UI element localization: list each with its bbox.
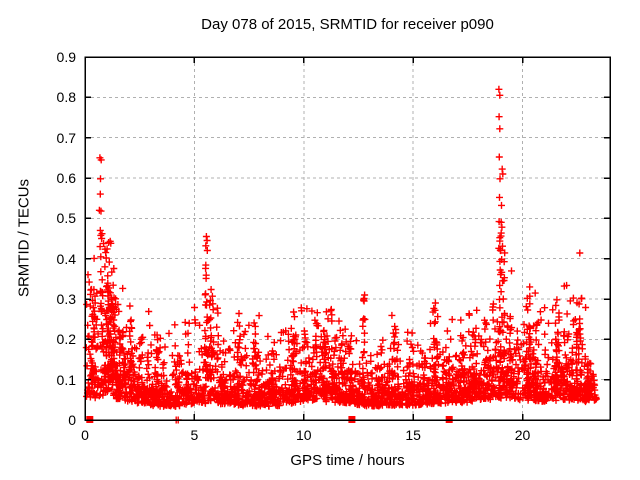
y-tick-label: 0.5 [56, 210, 76, 227]
y-tick-label: 0.6 [56, 170, 76, 186]
y-tick-label: 0.2 [56, 331, 76, 348]
y-tick-label: 0.3 [56, 291, 76, 307]
x-tick-label: 0 [81, 427, 89, 443]
data-points [82, 85, 600, 424]
grid-lines [85, 57, 610, 420]
y-tick-label: 0.9 [56, 49, 76, 65]
y-tick-label: 0.7 [56, 129, 76, 146]
y-tick-label: 0.1 [56, 371, 76, 388]
y-tick-label: 0 [68, 412, 76, 428]
axis-ticks [84, 56, 610, 421]
chart-title: Day 078 of 2015, SRMTID for receiver p09… [201, 16, 494, 33]
x-tick-label: 5 [190, 427, 199, 443]
x-axis-label: GPS time / hours [290, 452, 405, 469]
x-tick-label: 10 [295, 427, 312, 443]
x-tick-label: 20 [514, 427, 531, 443]
plot-border [84, 56, 611, 421]
y-tick-label: 0.8 [56, 89, 76, 106]
y-tick-label: 0.4 [56, 250, 76, 267]
x-tick-label: 15 [405, 427, 421, 443]
